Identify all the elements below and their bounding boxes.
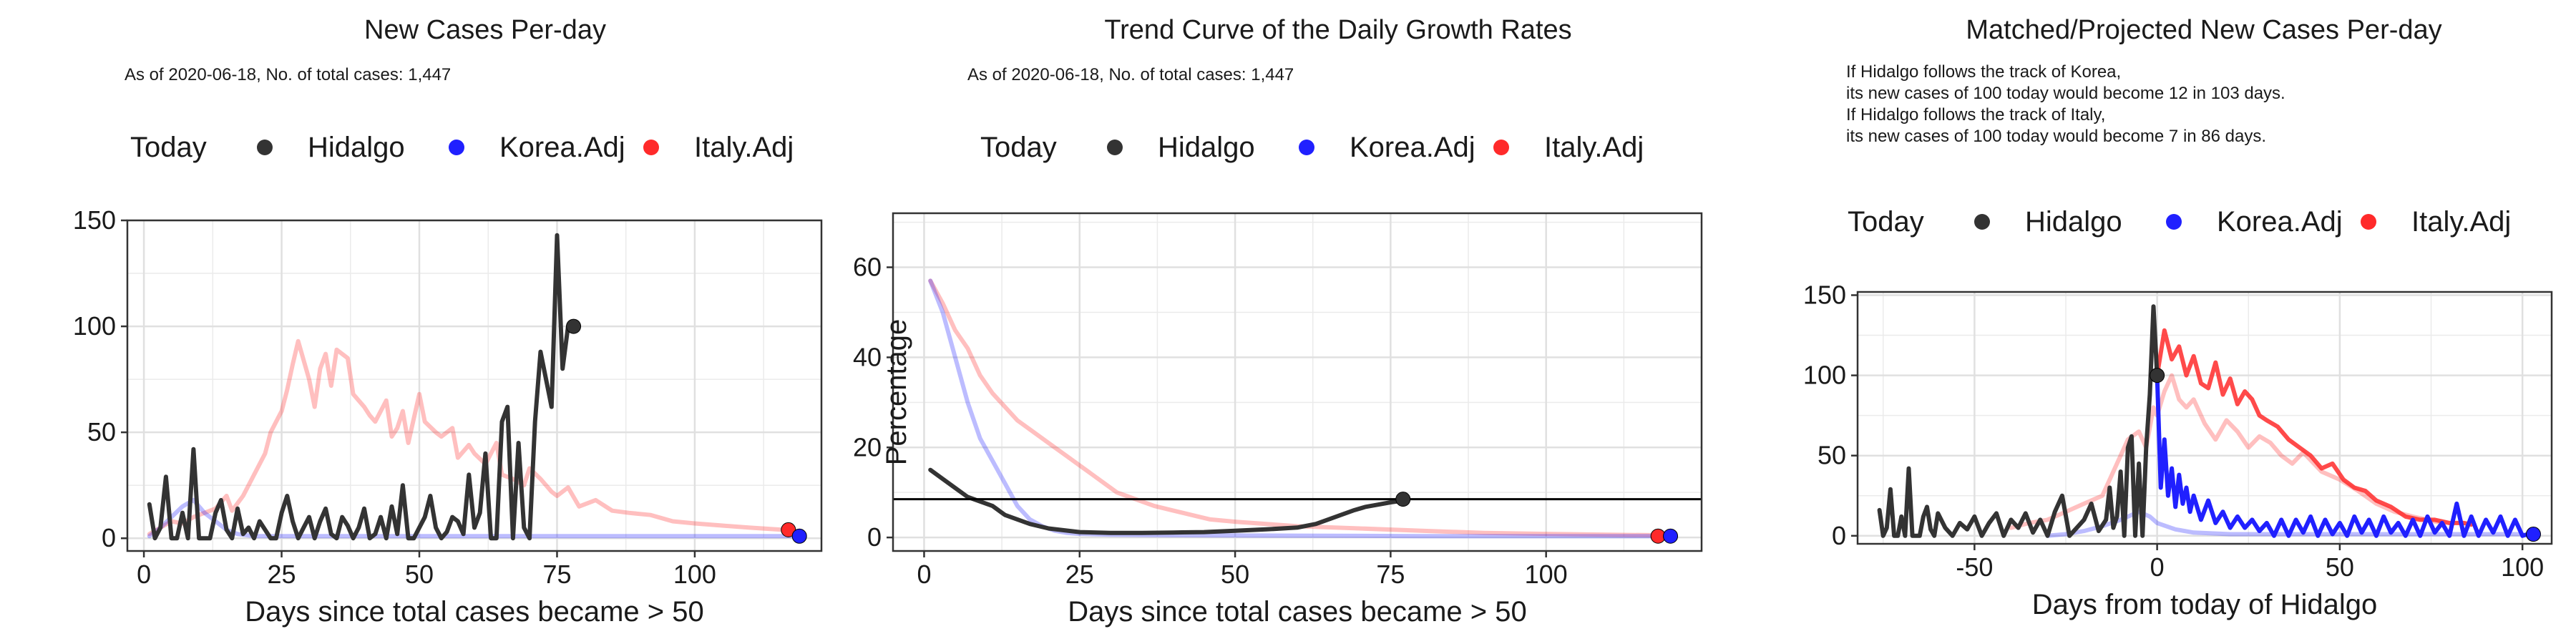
series-group — [147, 233, 807, 544]
legend-label: Italy.Adj — [694, 132, 794, 163]
series-line-italy-adj-projected- — [2155, 328, 2474, 527]
today-point-hidalgo — [2150, 368, 2165, 384]
series-line-hidalgo — [928, 467, 1405, 535]
plot-area — [893, 213, 1702, 551]
x-tick-label: -50 — [1956, 552, 1993, 582]
x-tick-label: 75 — [1376, 560, 1405, 589]
legend-label: Hidalgo — [1158, 132, 1255, 163]
axes: 0 25 50 75 100 0 50 100 150 Days since total case… — [73, 205, 716, 628]
series-line-hidalgo — [1877, 304, 2160, 538]
x-tick-label: 50 — [1221, 560, 1249, 589]
y-tick-label: 150 — [1803, 280, 1846, 309]
x-tick-label: 0 — [137, 560, 151, 589]
chart-legend: Today Hidalgo Korea.Adj Italy.Adj — [130, 132, 794, 163]
x-axis-label: Days since total cases became > 50 — [245, 596, 703, 628]
legend-marker — [449, 140, 464, 155]
legend-marker — [1299, 140, 1314, 155]
legend-label: Korea.Adj — [499, 132, 625, 163]
chart-subtitle-line: If Hidalgo follows the track of Korea, — [1846, 62, 2121, 82]
legend-title: Today — [130, 132, 207, 163]
chart-title: New Cases Per-day — [364, 15, 606, 45]
x-tick-label: 100 — [1525, 560, 1568, 589]
x-tick-label: 100 — [673, 560, 716, 589]
x-tick-label: 0 — [917, 560, 931, 589]
chart-legend: Today Hidalgo Korea.Adj Italy.Adj — [1848, 206, 2511, 238]
chart-panel-3: Matched/Projected New Cases Per-day If Hi… — [1803, 15, 2553, 620]
legend-marker — [643, 140, 659, 155]
plot-background — [127, 220, 821, 551]
legend-marker — [2361, 214, 2376, 230]
legend-marker — [257, 140, 273, 155]
axes: 0 25 50 75 100 0 20 40 60 Days since total cases … — [853, 253, 1568, 628]
series-group — [1877, 304, 2541, 542]
x-tick-label: 25 — [1065, 560, 1094, 589]
axes: -50 0 50 100 0 50 100 150 Days from today of Hid… — [1803, 280, 2544, 620]
chart-panel-2: Trend Curve of the Daily Growth Rates As … — [853, 15, 1703, 628]
plot-background — [893, 213, 1702, 551]
chart-title: Matched/Projected New Cases Per-day — [1966, 15, 2441, 45]
y-tick-label: 150 — [73, 205, 116, 235]
today-point-korea-adj — [2525, 527, 2541, 542]
y-axis-label: Percentage — [881, 319, 912, 466]
chart-legend: Today Hidalgo Korea.Adj Italy.Adj — [980, 132, 1644, 163]
series-line-korea-adj-matched- — [2045, 509, 2525, 538]
legend-marker — [1493, 140, 1509, 155]
plot-border — [126, 219, 823, 552]
chart-title: Trend Curve of the Daily Growth Rates — [1104, 15, 1571, 45]
legend-label: Hidalgo — [308, 132, 405, 163]
plot-border — [892, 212, 1703, 552]
x-tick-label: 50 — [405, 560, 434, 589]
legend-label: Korea.Adj — [2217, 206, 2343, 238]
series-line-italy-adj — [147, 338, 786, 537]
chart-subtitle-line: its new cases of 100 today would become … — [1846, 127, 2266, 146]
y-tick-label: 50 — [1818, 441, 1846, 470]
y-tick-label: 50 — [87, 417, 116, 447]
series-line-italy-adj-matched- — [2009, 373, 2444, 530]
y-tick-label: 20 — [853, 432, 882, 462]
y-tick-label: 100 — [1803, 361, 1846, 390]
legend-marker — [2166, 214, 2182, 230]
y-tick-label: 100 — [73, 311, 116, 341]
legend-label: Korea.Adj — [1350, 132, 1475, 163]
series-line-korea-adj-projected- — [2155, 373, 2536, 538]
plot-border — [1856, 291, 2553, 545]
today-point-korea-adj — [791, 528, 807, 544]
series-line-italy-adj — [928, 278, 1661, 537]
x-tick-label: 0 — [2150, 552, 2165, 582]
legend-marker — [1974, 214, 1990, 230]
chart-subtitle: As of 2020-06-18, No. of total cases: 1,… — [967, 65, 1294, 84]
y-tick-label: 60 — [853, 253, 882, 282]
plot-area — [1858, 292, 2552, 544]
legend-label: Hidalgo — [2025, 206, 2122, 238]
legend-label: Italy.Adj — [2411, 206, 2511, 238]
today-point-hidalgo — [1395, 492, 1411, 507]
y-tick-label: 40 — [853, 342, 882, 371]
x-tick-label: 75 — [542, 560, 571, 589]
today-point-hidalgo — [566, 318, 582, 334]
plot-background — [1858, 292, 2552, 544]
chart-subtitle: As of 2020-06-18, No. of total cases: 1,… — [125, 65, 451, 84]
x-axis-label: Days from today of Hidalgo — [2032, 589, 2377, 620]
series-line-hidalgo — [147, 233, 570, 541]
legend-label: Italy.Adj — [1544, 132, 1644, 163]
x-tick-label: 100 — [2501, 552, 2544, 582]
chart-subtitle-line: its new cases of 100 today would become … — [1846, 84, 2285, 103]
x-tick-label: 25 — [268, 560, 296, 589]
chart-subtitle-line: If Hidalgo follows the track of Italy, — [1846, 105, 2105, 125]
legend-title: Today — [1848, 206, 1924, 238]
today-point-korea-adj — [1663, 528, 1679, 544]
chart-panel-1: New Cases Per-day As of 2020-06-18, No. o… — [73, 15, 823, 628]
y-tick-label: 0 — [867, 522, 882, 552]
series-group — [893, 278, 1702, 544]
x-axis-label: Days since total cases became > 50 — [1068, 596, 1526, 628]
legend-marker — [1107, 140, 1123, 155]
y-tick-label: 0 — [102, 523, 116, 552]
y-tick-label: 0 — [1832, 521, 1846, 550]
plot-area — [127, 219, 821, 551]
x-tick-label: 50 — [2326, 552, 2354, 582]
legend-title: Today — [980, 132, 1057, 163]
